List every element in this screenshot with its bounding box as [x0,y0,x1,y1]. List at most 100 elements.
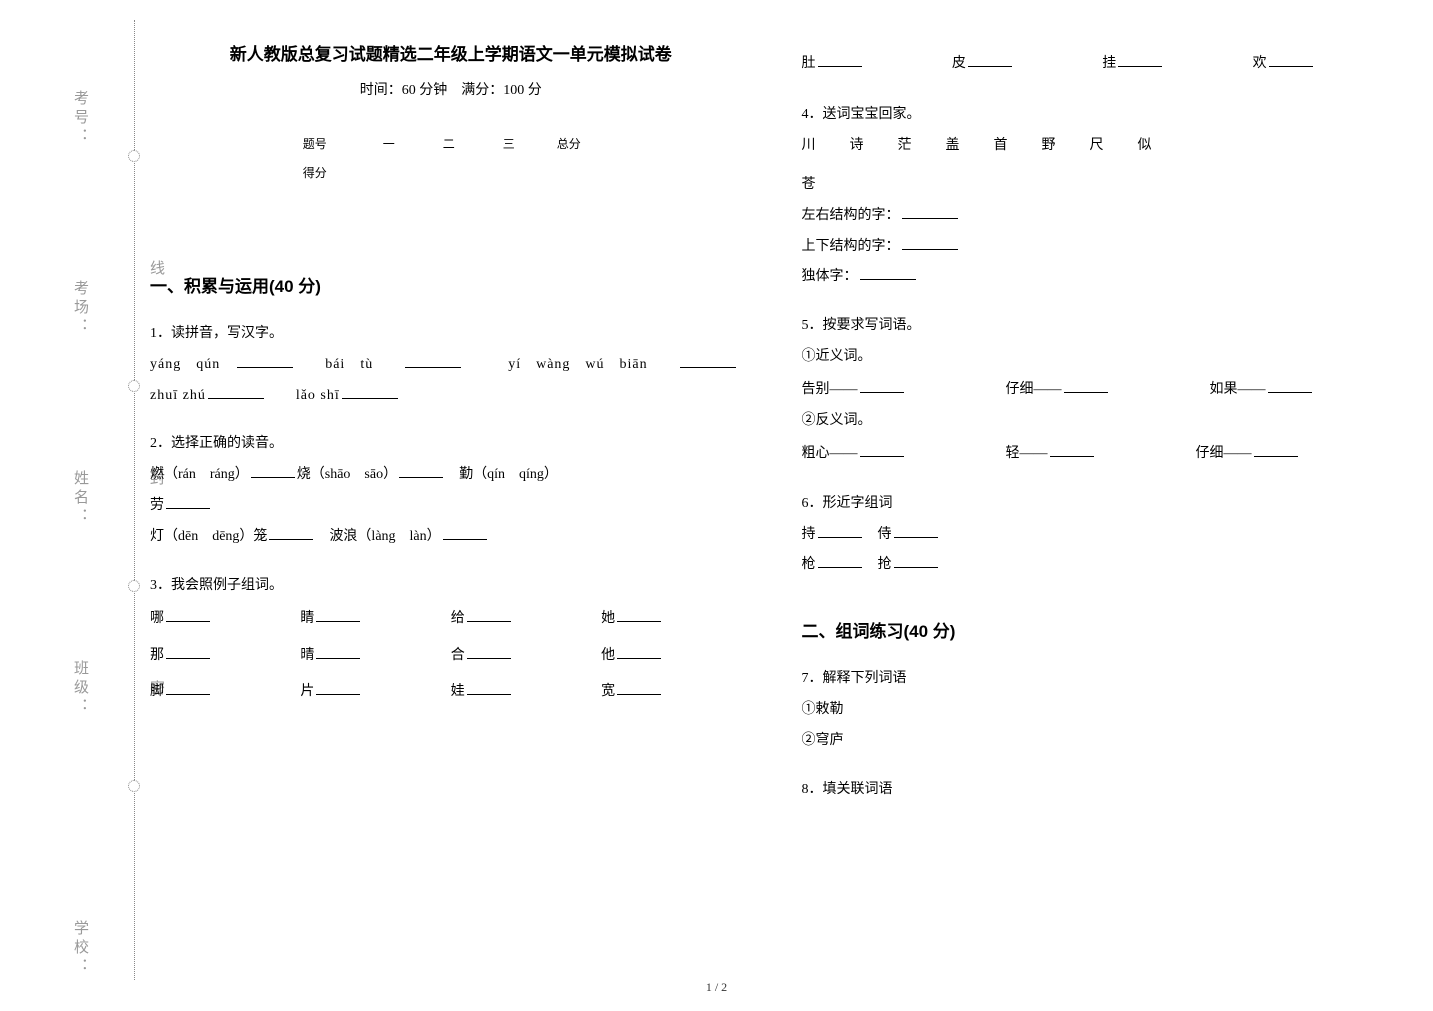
q3-char: 挂 [1102,56,1116,71]
left-column: 新人教版总复习试题精选二年级上学期语文一单元模拟试卷 时间：60 分钟 满分：1… [150,40,752,823]
q3-char: 宽 [601,684,615,699]
q4-char9: 苍 [802,170,1404,201]
q3-cell: 他 [601,638,751,674]
blank [342,385,398,399]
blank [316,645,360,659]
binding-circle [128,150,140,162]
q3-char: 她 [601,611,615,626]
question-3-cont: 肚 皮 挂 欢 [802,46,1404,82]
score-label-qnum: 题号 [303,129,359,158]
question-4: 4．送词宝宝回家。 川 诗 茫 盖 首 野 尺 似 苍 左右结构的字： 上下结构… [802,100,1404,293]
binding-label-room: 考场： [70,280,91,337]
blank [617,645,661,659]
q4-label: 左右结构的字： [802,208,900,223]
binding-dotted-line [134,20,135,980]
q6-char: 抢 [878,557,892,572]
section-2-heading: 二、组词练习(40 分) [802,617,1404,642]
q5-title: 5．按要求写词语。 [802,311,1404,342]
score-cell [539,158,599,204]
q4-label: 独体字： [802,269,858,284]
q2-1a: 燃（rán ráng） [150,467,249,482]
q5-row2: 粗心—— 轻—— 仔细—— [802,437,1404,471]
blank [1269,53,1313,67]
score-label-score: 得分 [303,158,359,204]
q3-char: 片 [300,684,314,699]
q3-cell: 挂 [1102,46,1252,82]
q5-word: 仔细—— [1196,446,1252,461]
q7-title: 7．解释下列词语 [802,664,1404,695]
q5-item: 粗心—— [802,437,906,471]
q5-row1: 告别—— 仔细—— 如果—— [802,373,1404,407]
q3-char: 脚 [150,684,164,699]
binding-circle [128,580,140,592]
blank [860,266,916,280]
score-col: 总分 [539,129,599,158]
q2-title: 2．选择正确的读音。 [150,429,752,460]
question-6: 6．形近字组词 持 侍 枪 抢 [802,489,1404,581]
right-column: 肚 皮 挂 欢 4．送词宝宝回家。 川 诗 茫 盖 首 野 尺 似 苍 左右结构… [802,40,1404,823]
q2-3b: 波浪（làng làn） [329,529,440,544]
blank [251,464,295,478]
blank [237,354,293,368]
q4-line: 上下结构的字： [802,232,1404,263]
binding-label-school: 学校： [70,920,91,977]
score-cell [479,158,539,204]
blank [680,354,736,368]
q1-title: 1．读拼音，写汉字。 [150,319,752,350]
blank [208,385,264,399]
q3-cell: 片 [300,674,450,710]
q3-char: 肚 [802,56,816,71]
q6-char: 侍 [878,527,892,542]
q5-word: 如果—— [1210,382,1266,397]
q3-cell: 肚 [802,46,952,82]
blank [860,443,904,457]
q1-pinyin-c: yí wàng wú biān [508,357,647,372]
q4-char: 诗 [850,131,864,162]
blank [467,608,511,622]
q2-line3: 灯（dēn dēng）笼 波浪（làng làn） [150,522,752,553]
question-1: 1．读拼音，写汉字。 yáng qún bái tù yí wàng wú bi… [150,319,752,411]
blank [617,681,661,695]
q3-cell: 她 [601,601,751,637]
q3-cell: 娃 [451,674,601,710]
blank [1050,443,1094,457]
q1-pinyin-d: zhuī zhú [150,388,206,403]
q1-pinyin-e: lǎo shī [296,388,340,403]
q2-1c: 勤（qín qíng） [459,467,558,482]
blank [316,681,360,695]
blank [818,524,862,538]
q2-1b: 烧（shāo sāo） [297,467,397,482]
q3-char: 他 [601,648,615,663]
q5-word: 告别—— [802,382,858,397]
q3-char: 晴 [300,648,314,663]
blank [1064,379,1108,393]
q5-item: 仔细—— [1196,437,1300,471]
q3-cell: 脚 [150,674,300,710]
q3-cell: 合 [451,638,601,674]
q2-3a: 灯（dēn dēng）笼 [150,529,267,544]
blank [166,495,210,509]
q3-grid: 哪 睛 给 她 那 晴 合 他 脚 片 娃 宽 [150,601,752,710]
q5-sub2: ②反义词。 [802,406,1404,437]
q6-row2: 枪 抢 [802,550,1404,581]
blank [405,354,461,368]
q5-item: 如果—— [1210,373,1314,407]
blank [443,526,487,540]
q4-char: 野 [1042,131,1056,162]
q3-cell: 宽 [601,674,751,710]
score-col: 三 [479,129,539,158]
binding-circle [128,780,140,792]
q6-char: 枪 [802,557,816,572]
q3-cell: 欢 [1253,46,1403,82]
q5-word: 轻—— [1006,446,1048,461]
score-cell [359,158,419,204]
q1-pinyin-a: yáng qún [150,357,220,372]
q4-line: 独体字： [802,262,1404,293]
blank [269,526,313,540]
q3-char: 娃 [451,684,465,699]
question-5: 5．按要求写词语。 ①近义词。 告别—— 仔细—— 如果—— ②反义词。 粗心—… [802,311,1404,471]
blank [894,524,938,538]
score-table: 题号 一 二 三 总分 得分 [303,129,599,204]
q1-pinyin-b: bái tù [325,357,373,372]
q3-char: 合 [451,648,465,663]
